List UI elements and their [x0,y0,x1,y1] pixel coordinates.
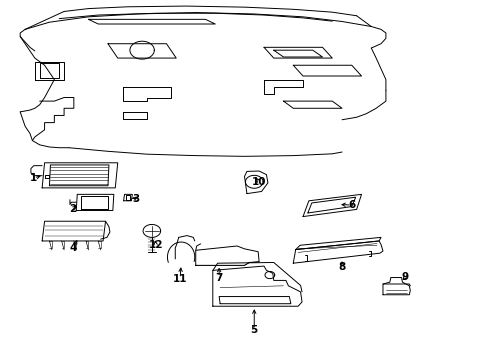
Text: 3: 3 [132,194,140,204]
Text: 5: 5 [250,325,257,335]
Text: 10: 10 [251,177,266,187]
Text: 12: 12 [148,240,163,250]
Text: 2: 2 [69,204,76,214]
Text: 6: 6 [347,200,355,210]
Text: 4: 4 [69,243,77,253]
Text: 11: 11 [173,274,187,284]
Text: 9: 9 [401,272,408,282]
Text: 7: 7 [215,273,223,283]
Text: 1: 1 [30,173,38,183]
Text: 8: 8 [338,262,345,272]
